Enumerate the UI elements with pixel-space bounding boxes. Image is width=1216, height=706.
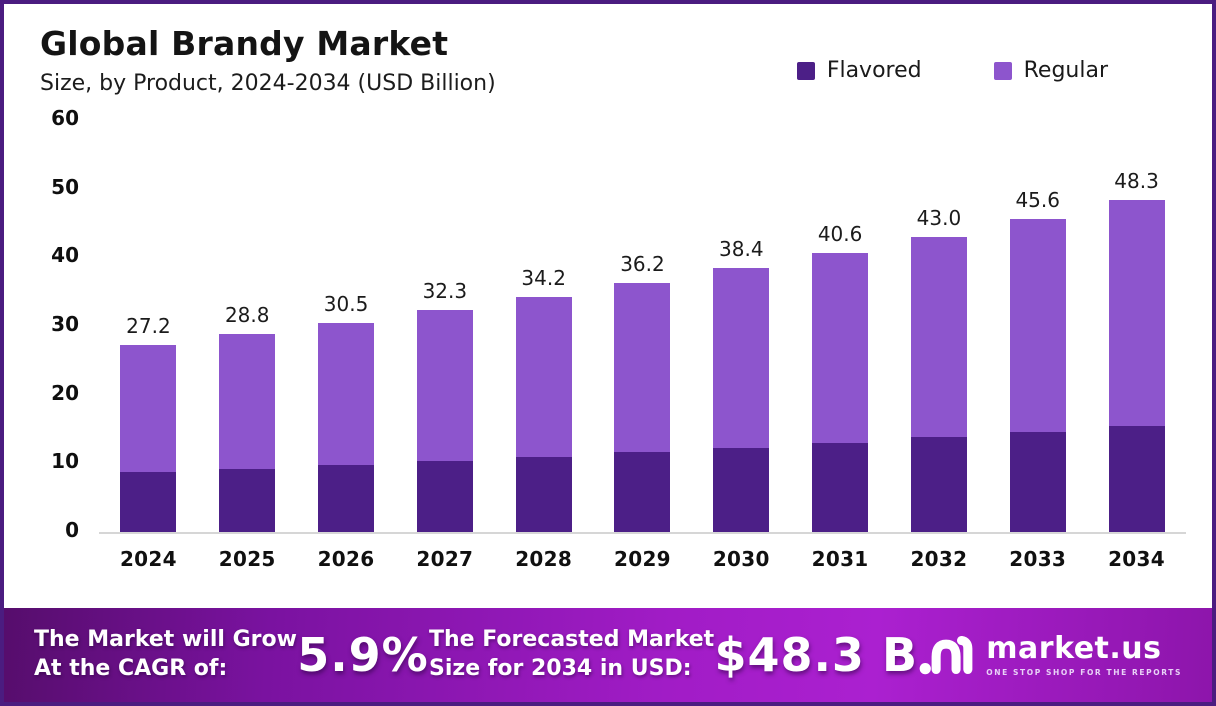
chart-header: Global Brandy Market Size, by Product, 2…: [4, 4, 1212, 96]
chart-card: Global Brandy Market Size, by Product, 2…: [4, 4, 1212, 608]
bar-segment-regular-2024: [120, 345, 177, 473]
chart-legend: Flavored Regular: [796, 58, 1108, 83]
bar-total-label-2028: 34.2: [521, 266, 566, 291]
bar-column-2034: 48.3: [1087, 120, 1186, 532]
page-subtitle: Size, by Product, 2024-2034 (USD Billion…: [40, 71, 496, 96]
x-axis-label-2031: 2031: [811, 547, 869, 571]
cagr-caption: The Market will Grow At the CAGR of:: [34, 626, 297, 683]
bar-total-label-2025: 28.8: [224, 303, 270, 328]
bars-container: 27.2 28.8 30.5 32.3 34.2 36.2 38.4 40.6 43.0 45.6…: [99, 120, 1186, 532]
x-axis-labels: 2024 2025 2026 2027 2028 2029 2030 2031 2032 2033…: [99, 547, 1186, 571]
marketus-logo-icon: [919, 635, 973, 675]
bar-segment-flavored-2027: [416, 461, 473, 532]
bar-segment-regular-2026: [318, 322, 375, 465]
forecast-value: $48.3 B: [714, 628, 919, 682]
y-axis-tick-60: 60: [51, 106, 79, 131]
x-axis-label-2026: 2026: [317, 547, 375, 571]
bar-segment-regular-2031: [812, 253, 869, 443]
regular-swatch-icon: [993, 61, 1012, 80]
legend-item-regular: Regular: [993, 58, 1108, 83]
bar-total-label-2032: 43.0: [916, 205, 962, 230]
plot-area: 0 10 20 30 40 50 60 27.2 28.8 30.5 32.3 34.2 36.2 38.…: [51, 106, 1186, 542]
y-axis-tick-50: 50: [51, 174, 79, 199]
x-axis-label-2030: 2030: [712, 547, 770, 571]
bar-column-2033: 45.6: [988, 120, 1087, 532]
page-title: Global Brandy Market: [40, 24, 449, 63]
y-axis-tick-40: 40: [51, 243, 79, 268]
x-axis-label-2027: 2027: [416, 547, 474, 571]
forecast-caption: The Forecasted Market Size for 2034 in U…: [429, 626, 714, 683]
bar-total-label-2033: 45.6: [1015, 187, 1060, 212]
x-axis-label-2032: 2032: [910, 547, 968, 571]
bar-segment-regular-2030: [713, 268, 770, 448]
bar-total-label-2024: 27.2: [126, 314, 171, 339]
bar-column-2029: 36.2: [593, 120, 692, 532]
legend-label-flavored: Flavored: [826, 58, 922, 83]
bar-segment-flavored-2031: [812, 442, 869, 532]
flavored-swatch-icon: [796, 61, 815, 80]
x-axis-label-2029: 2029: [614, 547, 671, 571]
bar-segment-regular-2033: [1009, 218, 1066, 432]
chart-region: 0 10 20 30 40 50 60 27.2 28.8 30.5 32.3 34.2 36.2 38.…: [51, 106, 1186, 571]
bar-column-2026: 30.5: [297, 120, 396, 532]
bar-total-label-2034: 48.3: [1114, 169, 1159, 194]
bar-segment-flavored-2028: [515, 457, 572, 532]
cagr-caption-line2: At the CAGR of:: [34, 656, 228, 681]
bar-segment-regular-2025: [219, 334, 276, 469]
bar-segment-flavored-2032: [910, 437, 967, 532]
x-axis-label-2024: 2024: [119, 547, 177, 571]
brand-tagline: ONE STOP SHOP FOR THE REPORTS: [986, 667, 1182, 677]
y-axis-tick-30: 30: [51, 312, 79, 337]
bar-column-2031: 40.6: [791, 120, 890, 532]
bar-column-2027: 32.3: [395, 120, 494, 532]
x-axis-label-2033: 2033: [1009, 547, 1067, 571]
y-axis-tick-20: 20: [51, 380, 79, 405]
forecast-caption-line1: The Forecasted Market: [429, 627, 715, 653]
bar-column-2028: 34.2: [494, 120, 593, 532]
bar-segment-flavored-2025: [219, 468, 276, 532]
bar-column-2025: 28.8: [198, 120, 297, 532]
bar-segment-regular-2029: [614, 283, 671, 453]
bar-segment-regular-2027: [416, 310, 473, 462]
footer-banner: The Market will Grow At the CAGR of: 5.9…: [4, 608, 1212, 702]
legend-item-flavored: Flavored: [796, 58, 922, 83]
bar-column-2032: 43.0: [890, 120, 989, 532]
x-axis-label-2034: 2034: [1108, 547, 1165, 571]
bar-total-label-2030: 38.4: [719, 237, 764, 262]
cagr-caption-line1: The Market will Grow: [34, 627, 297, 653]
bar-segment-flavored-2024: [120, 472, 177, 532]
bar-total-label-2029: 36.2: [620, 252, 665, 277]
bar-segment-flavored-2029: [614, 452, 671, 532]
x-axis-label-2025: 2025: [218, 547, 276, 571]
y-axis-tick-0: 0: [65, 518, 79, 543]
forecast-caption-line2: Size for 2034 in USD:: [429, 656, 692, 681]
bar-segment-regular-2028: [515, 297, 572, 458]
bar-segment-regular-2034: [1108, 200, 1165, 426]
brand-text: market.us ONE STOP SHOP FOR THE REPORTS: [986, 630, 1182, 677]
bar-total-label-2031: 40.6: [817, 222, 863, 247]
brand-name: market.us: [986, 630, 1162, 666]
bar-segment-flavored-2033: [1009, 431, 1066, 532]
legend-label-regular: Regular: [1023, 58, 1108, 83]
bar-segment-flavored-2034: [1108, 425, 1165, 532]
bar-column-2024: 27.2: [99, 120, 198, 532]
bar-total-label-2026: 30.5: [323, 291, 369, 316]
bar-total-label-2027: 32.3: [422, 279, 468, 304]
bar-segment-flavored-2026: [318, 464, 375, 532]
brand-logo: market.us ONE STOP SHOP FOR THE REPORTS: [918, 631, 1182, 679]
y-axis-tick-10: 10: [51, 449, 79, 474]
bar-segment-flavored-2030: [713, 447, 770, 532]
bar-column-2030: 38.4: [692, 120, 791, 532]
bar-segment-regular-2032: [910, 236, 967, 438]
cagr-value: 5.9%: [297, 628, 429, 682]
x-axis-label-2028: 2028: [515, 547, 573, 571]
